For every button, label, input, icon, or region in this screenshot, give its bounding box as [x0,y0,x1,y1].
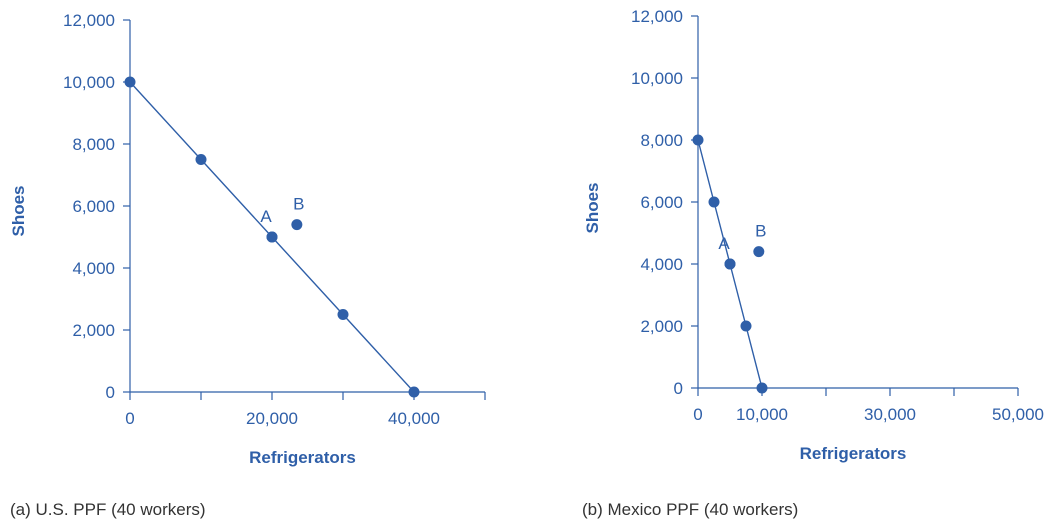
x-tick-label: 30,000 [864,405,916,424]
ppf-point [740,320,752,332]
y-axis-title: Shoes [583,182,602,233]
ppf-point [195,154,207,165]
x-tick-label: 0 [693,405,702,424]
ppf-point [708,196,720,208]
y-tick-label: 4,000 [72,259,115,278]
point-b-label: B [755,222,766,241]
ppf-point [756,382,768,394]
y-tick-label: 8,000 [640,131,683,150]
x-tick-label: 0 [125,409,134,428]
mexico-ppf-caption: (b) Mexico PPF (40 workers) [582,500,799,519]
point-b-marker [291,219,303,231]
ppf-point [692,134,704,146]
y-tick-label: 0 [674,379,683,398]
y-axis-title: Shoes [9,185,28,236]
x-tick-label: 40,000 [388,409,440,428]
y-tick-label: 2,000 [72,321,115,340]
y-tick-label: 4,000 [640,255,683,274]
x-axis-title: Refrigerators [800,444,907,463]
y-tick-label: 6,000 [640,193,683,212]
point-a-marker [724,258,736,270]
ppf-point [337,309,349,320]
x-axis-title: Refrigerators [249,448,356,467]
ppf-point [124,76,136,88]
point-a-label: A [260,207,272,226]
point-b-label: B [293,195,304,214]
x-tick-label: 20,000 [246,409,298,428]
us-ppf-chart: 0 2,000 4,000 6,000 8,000 10,000 12,000 0 20,000… [9,11,486,467]
ppf-point [408,386,420,398]
y-tick-label: 0 [106,383,115,402]
mexico-ppf-chart: 0 2,000 4,000 6,000 8,000 10,000 12,000 0 10,000… [583,7,1044,463]
point-a-label: A [718,234,730,253]
point-b-marker [753,246,765,258]
us-ppf-caption: (a) U.S. PPF (40 workers) [10,500,206,519]
x-tick-label: 10,000 [736,405,788,424]
x-tick-label: 50,000 [992,405,1044,424]
y-tick-label: 12,000 [631,7,683,26]
y-tick-label: 6,000 [72,197,115,216]
y-tick-label: 2,000 [640,317,683,336]
y-tick-label: 8,000 [72,135,115,154]
y-tick-label: 10,000 [631,69,683,88]
y-tick-label: 12,000 [63,11,115,30]
point-a-marker [266,231,278,243]
y-tick-label: 10,000 [63,73,115,92]
